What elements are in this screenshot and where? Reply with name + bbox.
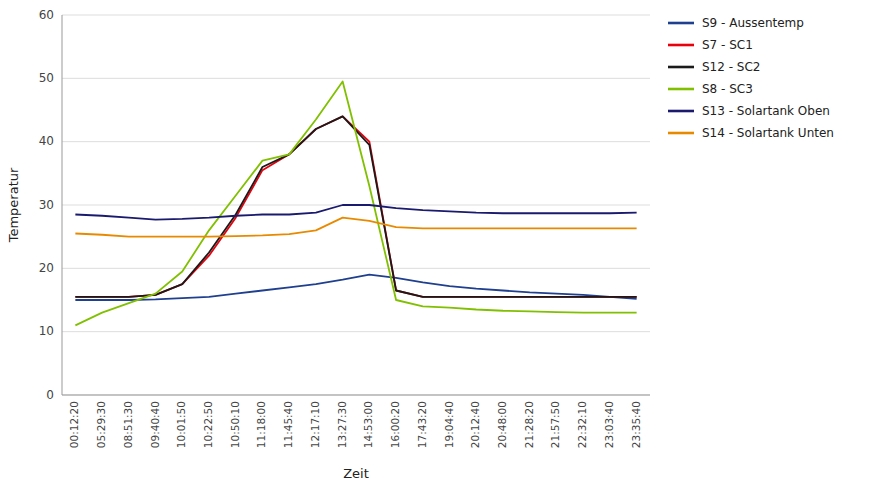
x-tick-label: 23:03:40: [603, 401, 615, 448]
x-tick-label: 22:32:10: [576, 401, 588, 448]
y-tick-label: 10: [39, 324, 54, 338]
x-tick-label: 17:43:20: [416, 401, 428, 448]
x-axis-title: Zeit: [343, 466, 369, 481]
y-axis-title: Temperatur: [6, 167, 21, 243]
y-axis: 0 10 20 30 40 50 60: [39, 8, 54, 402]
x-tick-label: 09:40:40: [149, 401, 161, 448]
x-tick-label: 10:22:50: [202, 401, 214, 448]
x-tick-label: 10:01:50: [175, 401, 187, 448]
grid-line: [62, 268, 650, 269]
y-tick-label: 40: [39, 134, 54, 148]
chart-svg: 0 10 20 30 40 50 60 00:12:20 05:29:30 08:51:30 09:…: [0, 0, 872, 490]
x-axis-line: [62, 395, 650, 396]
y-tick-label: 0: [46, 388, 54, 402]
x-tick-label: 05:29:30: [95, 401, 107, 448]
x-tick-label: 16:00:20: [389, 401, 401, 448]
y-tick-label: 20: [39, 261, 54, 275]
x-tick-label: 08:51:30: [122, 401, 134, 448]
series-line: [75, 218, 636, 237]
y-tick-label: 50: [39, 71, 54, 85]
y-axis-line: [62, 15, 63, 395]
legend-swatch: [668, 132, 694, 135]
legend-swatch: [668, 110, 694, 113]
x-tick-label: 21:57:50: [549, 401, 561, 448]
x-tick-label: 11:18:00: [255, 401, 267, 448]
legend-label: S12 - SC2: [702, 60, 760, 74]
x-tick-label: 19:04:40: [443, 401, 455, 448]
y-tick-label: 30: [39, 198, 54, 212]
legend-swatch: [668, 66, 694, 69]
series-line: [75, 205, 636, 220]
legend-label: S8 - SC3: [702, 82, 753, 96]
legend-swatch: [668, 22, 694, 25]
series-line: [75, 82, 636, 326]
grid-line: [62, 395, 650, 396]
x-tick-label: 10:50:10: [229, 401, 241, 448]
grid-line: [62, 141, 650, 142]
legend-label: S14 - Solartank Unten: [702, 126, 834, 140]
x-tick-label: 00:12:20: [68, 401, 80, 448]
legend-swatch: [668, 88, 694, 91]
x-tick-label: 23:35:40: [630, 401, 642, 448]
legend-swatch: [668, 44, 694, 47]
x-tick-label: 21:28:20: [523, 401, 535, 448]
legend-label: S9 - Aussentemp: [702, 16, 804, 30]
x-tick-label: 14:53:00: [362, 401, 374, 448]
grid-line: [62, 331, 650, 332]
legend-label: S13 - Solartank Oben: [702, 104, 830, 118]
legend-label: S7 - SC1: [702, 38, 753, 52]
grid-line: [62, 15, 650, 16]
series-line: [75, 116, 636, 296]
x-tick-label: 13:27:30: [336, 401, 348, 448]
series-line: [75, 116, 636, 296]
x-tick-label: 20:48:00: [496, 401, 508, 448]
lines: [75, 82, 636, 326]
legend: S9 - Aussentemp S7 - SC1 S12 - SC2 S8 - SC3…: [668, 16, 834, 140]
x-axis: 00:12:20 05:29:30 08:51:30 09:40:40 10:01:50…: [68, 401, 641, 448]
x-tick-label: 20:12:40: [469, 401, 481, 448]
grid-line: [62, 78, 650, 79]
x-tick-label: 12:17:10: [309, 401, 321, 448]
grid: [62, 15, 650, 395]
y-tick-label: 60: [39, 8, 54, 22]
x-tick-label: 11:45:40: [282, 401, 294, 448]
chart-container: 0 10 20 30 40 50 60 00:12:20 05:29:30 08:51:30 09:…: [0, 0, 872, 490]
